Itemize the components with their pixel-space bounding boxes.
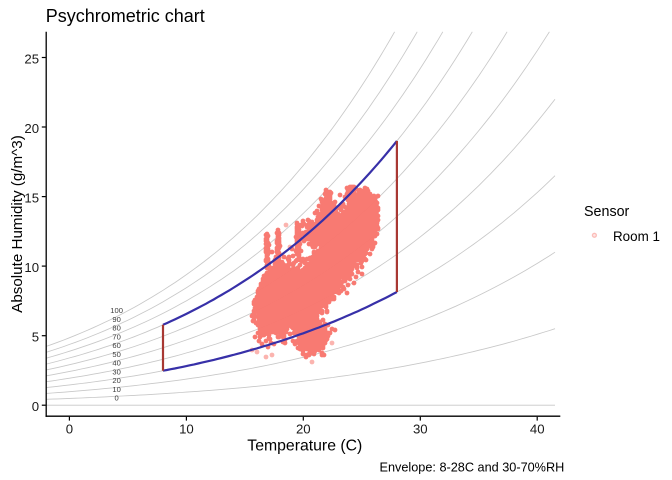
svg-text:0: 0: [114, 394, 118, 403]
svg-text:10: 10: [112, 385, 120, 394]
svg-text:Temperature (C): Temperature (C): [247, 437, 362, 454]
svg-text:Room 1: Room 1: [613, 229, 660, 244]
svg-text:100: 100: [110, 306, 123, 315]
svg-text:60: 60: [112, 341, 120, 350]
svg-text:40: 40: [530, 421, 545, 436]
svg-text:0: 0: [32, 399, 39, 414]
svg-text:80: 80: [112, 324, 120, 333]
svg-text:20: 20: [296, 421, 311, 436]
svg-text:5: 5: [32, 330, 39, 345]
svg-text:Psychrometric chart: Psychrometric chart: [46, 6, 205, 26]
svg-text:Sensor: Sensor: [584, 204, 630, 220]
svg-text:70: 70: [112, 332, 120, 341]
svg-text:10: 10: [179, 421, 194, 436]
svg-text:15: 15: [24, 191, 39, 206]
svg-text:10: 10: [24, 260, 39, 275]
svg-text:40: 40: [112, 359, 120, 368]
svg-text:90: 90: [112, 315, 120, 324]
svg-text:0: 0: [66, 421, 73, 436]
svg-text:30: 30: [112, 367, 120, 376]
svg-text:Absolute Humidity (g/m^3): Absolute Humidity (g/m^3): [9, 135, 26, 313]
svg-text:20: 20: [112, 376, 120, 385]
svg-text:50: 50: [112, 350, 120, 359]
svg-text:20: 20: [24, 121, 39, 136]
svg-text:Envelope: 8-28C and 30-70%RH: Envelope: 8-28C and 30-70%RH: [380, 460, 565, 474]
svg-text:25: 25: [24, 52, 39, 67]
svg-text:30: 30: [413, 421, 428, 436]
